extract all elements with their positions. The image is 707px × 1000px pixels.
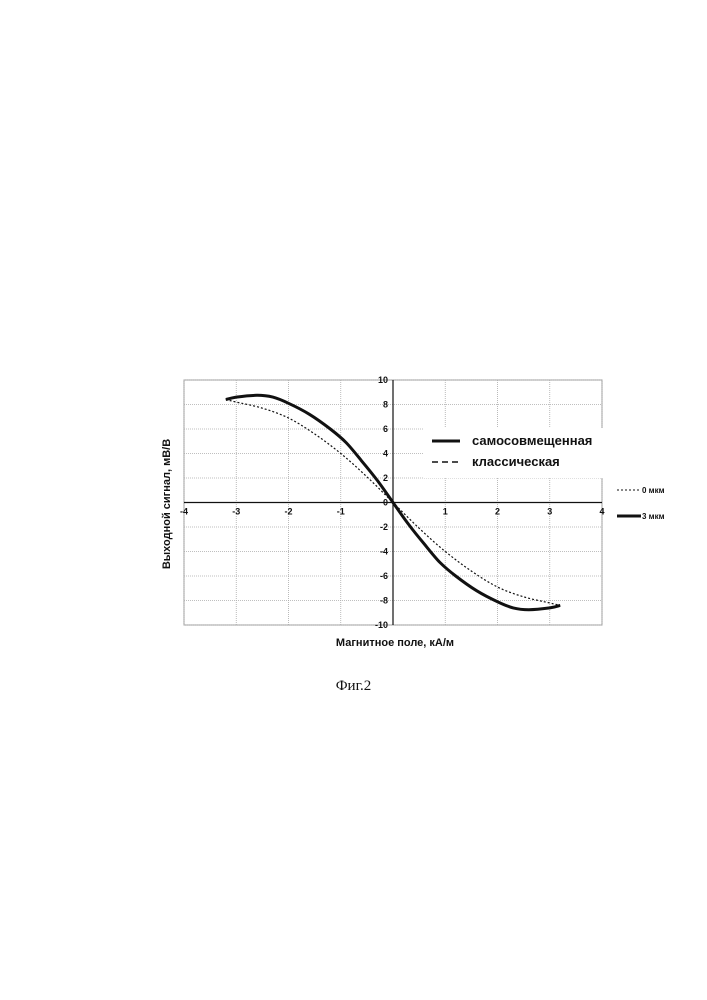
- y-tick-label: -10: [375, 620, 388, 630]
- legend-inner-label-classic: классическая: [472, 454, 560, 469]
- figure-caption: Фиг.2: [0, 678, 707, 695]
- legend-outer: 0 мкм 3 мкм: [617, 486, 665, 521]
- y-tick-label: -8: [380, 596, 388, 606]
- x-tick-label: -1: [337, 507, 345, 517]
- x-axis-label: Магнитное поле, кА/м: [336, 637, 454, 649]
- x-tick-label: 1: [443, 507, 448, 517]
- y-tick-label: 6: [383, 424, 388, 434]
- y-tick-label: 2: [383, 473, 388, 483]
- y-tick-label: 0: [383, 498, 388, 508]
- y-tick-label: -2: [380, 522, 388, 532]
- legend-inner: самосовмещенная классическая: [423, 428, 605, 478]
- y-tick-label: -4: [380, 547, 388, 557]
- x-tick-label: -2: [284, 507, 292, 517]
- y-tick-label: 10: [378, 375, 388, 385]
- y-tick-label: -6: [380, 571, 388, 581]
- y-tick-label: 4: [383, 449, 388, 459]
- x-tick-label: 2: [495, 507, 500, 517]
- y-tick-label: 8: [383, 400, 388, 410]
- x-tick-label: -3: [232, 507, 240, 517]
- x-tick-label: -4: [180, 507, 188, 517]
- x-tick-label: 4: [599, 507, 604, 517]
- legend-outer-label-0um: 0 мкм: [642, 486, 665, 495]
- legend-inner-label-self-aligned: самосовмещенная: [472, 433, 592, 448]
- legend-outer-label-3um: 3 мкм: [642, 512, 665, 521]
- y-axis-label: Выходной сигнал, мВ/В: [161, 439, 173, 569]
- x-tick-label: 3: [547, 507, 552, 517]
